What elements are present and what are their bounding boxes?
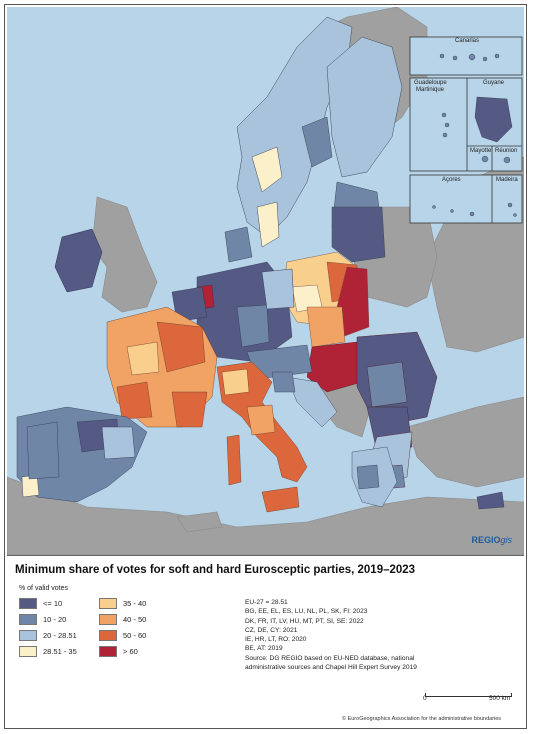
legend-swatch	[19, 598, 37, 609]
region-france	[106, 306, 218, 428]
region-hungary-romania	[306, 331, 438, 490]
legend-swatch	[99, 646, 117, 657]
legend-swatch	[19, 646, 37, 657]
inset-label-mayotte: Mayotte	[470, 148, 492, 154]
note-2022: DK, FR, IT, LV, HU, MT, PT, SI, SE: 2022	[245, 617, 364, 625]
legend-class-8: > 60	[99, 646, 138, 657]
legend-swatch	[99, 598, 117, 609]
note-2019: BE, AT: 2019	[245, 645, 283, 653]
choropleth-map[interactable]: Canarias Guadeloupe Martinique Guyane Ma…	[7, 7, 524, 556]
legend-swatch	[19, 630, 37, 641]
copyright-text: © EuroGeographics Association for the ad…	[342, 716, 502, 722]
legend-class-label: 28.51 - 35	[43, 647, 77, 656]
inset-label-canarias: Canarias	[455, 38, 480, 44]
region-alpine	[246, 344, 338, 428]
region-germany	[171, 261, 295, 363]
legend-class-4: 28.51 - 35	[19, 646, 77, 657]
legend-class-5: 35 - 40	[99, 598, 146, 609]
legend-class-6: 40 - 50	[99, 614, 146, 625]
legend-class-label: 40 - 50	[123, 615, 147, 624]
legend-class-label: 50 - 60	[123, 631, 147, 640]
scale-end: 500 km	[489, 695, 511, 702]
legend-class-label: <= 10	[43, 599, 63, 608]
legend-unit: % of valid votes	[19, 585, 69, 592]
legend-class-3: 20 - 28.51	[19, 630, 77, 641]
legend-notes: EU-27 = 28.51 BG, EE, EL, ES, LU, NL, PL…	[245, 598, 417, 672]
scale-start: 0	[423, 695, 427, 702]
note-2023: BG, EE, EL, ES, LU, NL, PL, SK, FI: 2023	[245, 608, 368, 616]
inset-label-acores: Açores	[442, 177, 461, 183]
inset-label-guadeloupe: Guadeloupe	[414, 80, 447, 86]
legend-panel: Minimum share of votes for soft and hard…	[7, 558, 524, 726]
inset-label-martinique: Martinique	[416, 87, 445, 93]
legend-class-7: 50 - 60	[99, 630, 146, 641]
region-ireland	[54, 228, 103, 293]
inset-label-reunion: Réunion	[495, 148, 518, 154]
legend-class-label: 10 - 20	[43, 615, 67, 624]
legend-class-label: 35 - 40	[123, 599, 147, 608]
legend-swatch	[99, 630, 117, 641]
region-scandinavia	[224, 16, 403, 263]
legend-class-label: > 60	[123, 647, 138, 656]
region-greece	[351, 446, 505, 510]
region-iberia	[16, 406, 148, 503]
inset-label-guyane: Guyane	[483, 80, 505, 86]
legend-swatch	[19, 614, 37, 625]
inset-shapes	[432, 53, 517, 217]
note-source-2: administrative sources and Chapel Hill E…	[245, 664, 417, 672]
map-title: Minimum share of votes for soft and hard…	[15, 564, 416, 576]
map-canvas	[7, 7, 524, 555]
inset-label-madeira: Madeira	[496, 177, 518, 183]
legend-swatch	[99, 614, 117, 625]
legend-class-label: 20 - 28.51	[43, 631, 77, 640]
note-2021: CZ, DE, CY: 2021	[245, 626, 298, 634]
legend-class-2: 10 - 20	[19, 614, 66, 625]
scale-bar	[425, 693, 512, 699]
regiogis-logo: REGIOgis	[471, 535, 512, 545]
legend-class-1: <= 10	[19, 598, 62, 609]
note-2020: IE, HR, LT, RO: 2020	[245, 636, 307, 644]
region-italy	[216, 361, 308, 513]
note-eu-average: EU-27 = 28.51	[245, 599, 288, 606]
note-source-1: Source: DG REGIO based on EU-NED databas…	[245, 654, 415, 662]
